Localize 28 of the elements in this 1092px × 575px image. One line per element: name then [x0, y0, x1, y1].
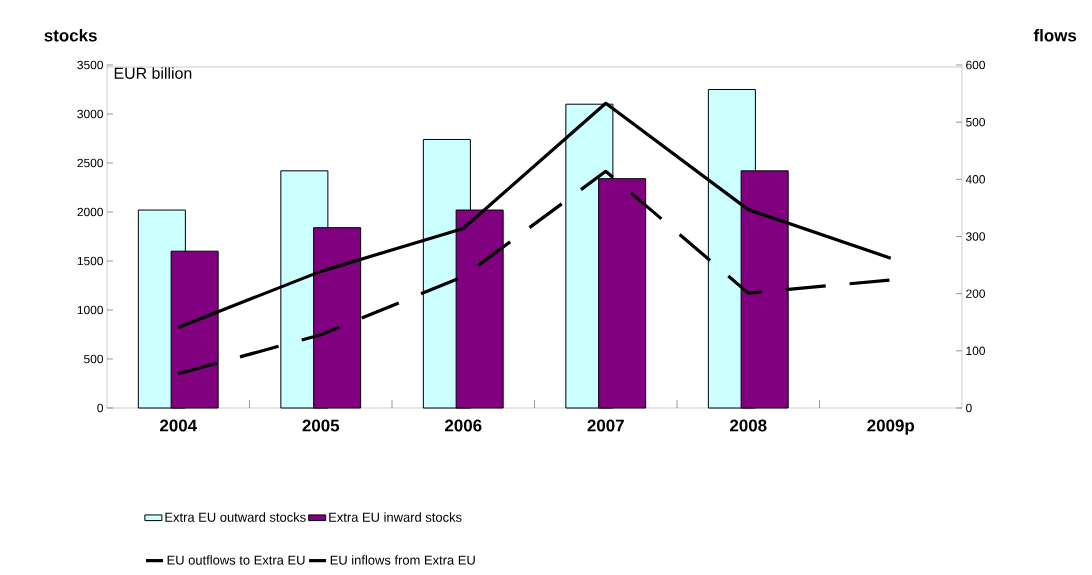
legend-label: Extra EU outward stocks	[165, 512, 306, 522]
y2-tick-label: 600	[966, 60, 986, 70]
y2-tick-label: 100	[966, 346, 986, 356]
y2-tick-label: 0	[966, 403, 972, 413]
x-tick-label: 2006	[445, 419, 482, 432]
y-tick-label: 2000	[77, 207, 104, 217]
y2-axis-title: flows	[1033, 29, 1077, 42]
y-tick-label: 1500	[77, 256, 104, 266]
y-tick-label: 0	[97, 403, 104, 413]
y2-tick-label: 300	[965, 232, 986, 241]
y2-tick-label: 500	[966, 117, 986, 127]
x-tick-label: 2008	[730, 419, 767, 432]
annotation: EUR billion	[114, 67, 192, 79]
x-tick-label: 2009p	[867, 419, 915, 435]
x-tick-label: 2004	[160, 419, 197, 432]
y-tick-label: 3500	[77, 60, 104, 70]
legend-label: EU inflows from Extra EU	[330, 555, 475, 565]
y-tick-label: 1000	[77, 305, 104, 315]
y2-tick-label: 400	[965, 175, 986, 184]
legend-label: EU outflows to Extra EU	[167, 555, 305, 565]
y-tick-label: 500	[84, 354, 104, 364]
y2-tick-label: 200	[966, 289, 986, 298]
x-tick-label: 2007	[587, 419, 624, 432]
y-tick-label: 2500	[77, 158, 104, 168]
y-axis-title: stocks	[44, 29, 97, 42]
y-tick-label: 3000	[77, 109, 104, 119]
x-tick-label: 2005	[302, 419, 340, 432]
legend-label: Extra EU inward stocks	[329, 512, 462, 522]
